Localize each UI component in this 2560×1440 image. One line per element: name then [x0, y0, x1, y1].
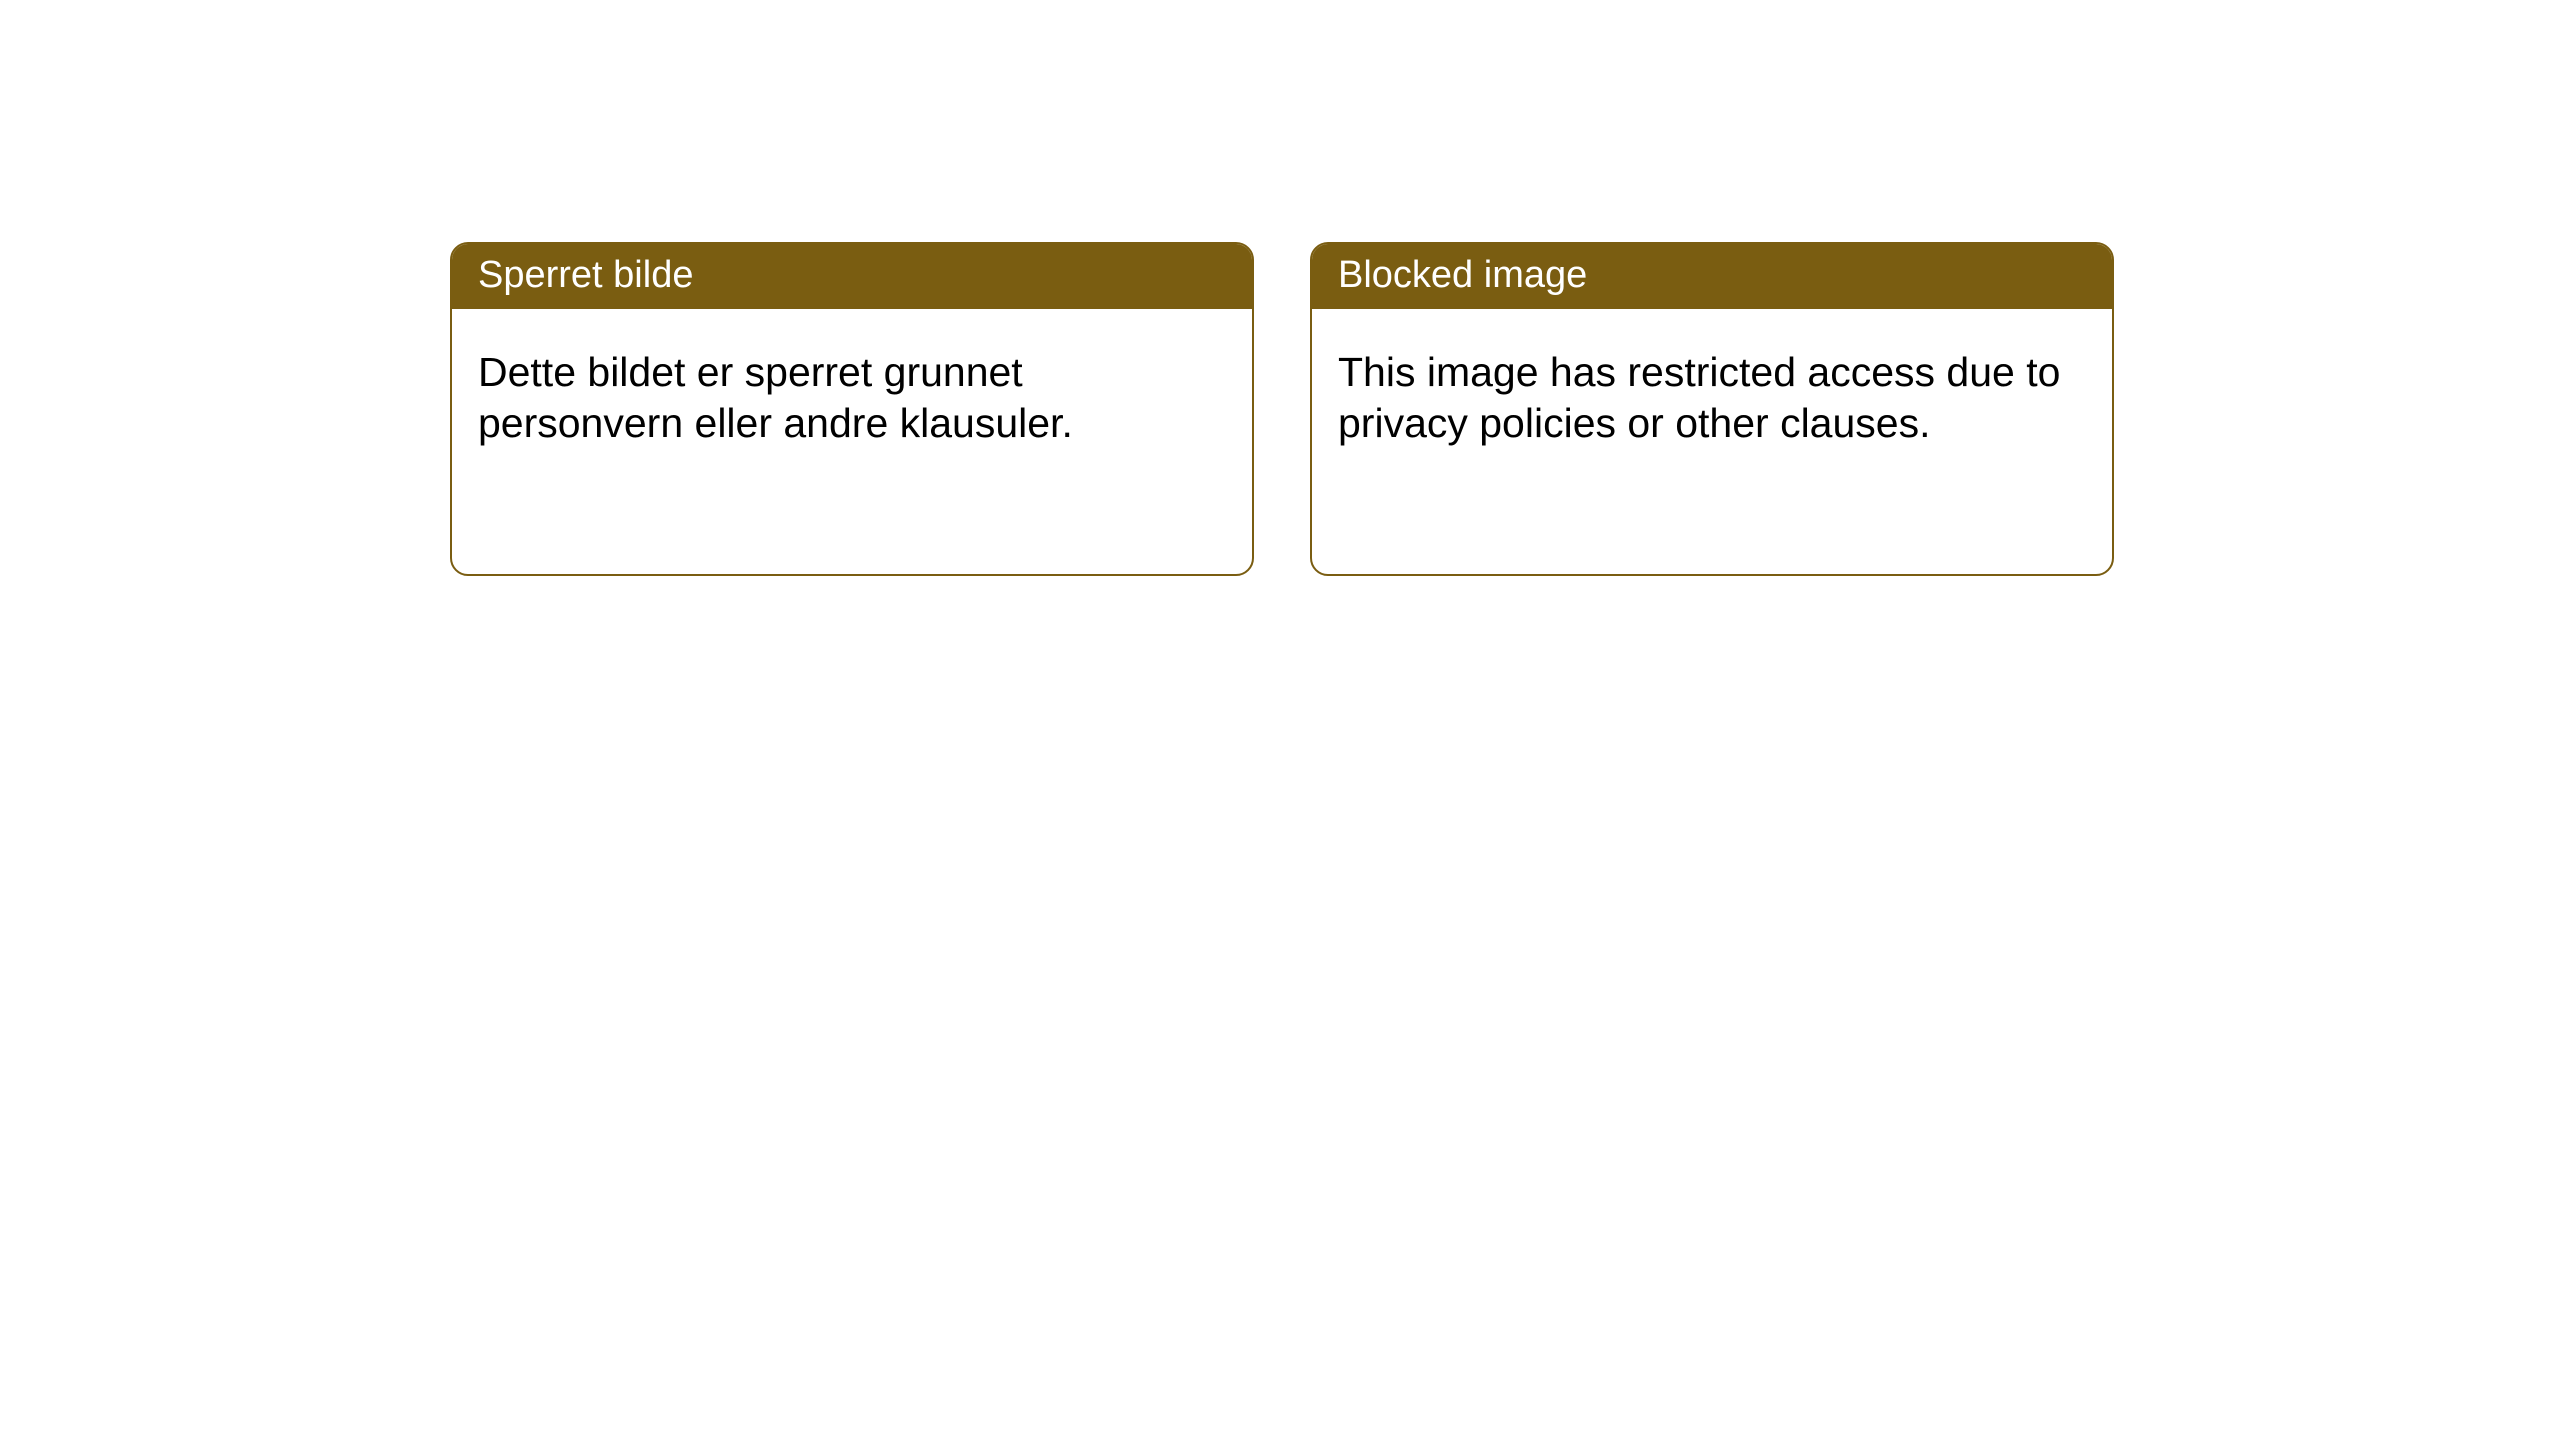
card-header-english: Blocked image: [1312, 244, 2112, 309]
card-header-norwegian: Sperret bilde: [452, 244, 1252, 309]
card-body-english: This image has restricted access due to …: [1312, 309, 2112, 476]
notice-container: Sperret bilde Dette bildet er sperret gr…: [450, 242, 2114, 576]
notice-card-english: Blocked image This image has restricted …: [1310, 242, 2114, 576]
notice-card-norwegian: Sperret bilde Dette bildet er sperret gr…: [450, 242, 1254, 576]
card-body-norwegian: Dette bildet er sperret grunnet personve…: [452, 309, 1252, 476]
